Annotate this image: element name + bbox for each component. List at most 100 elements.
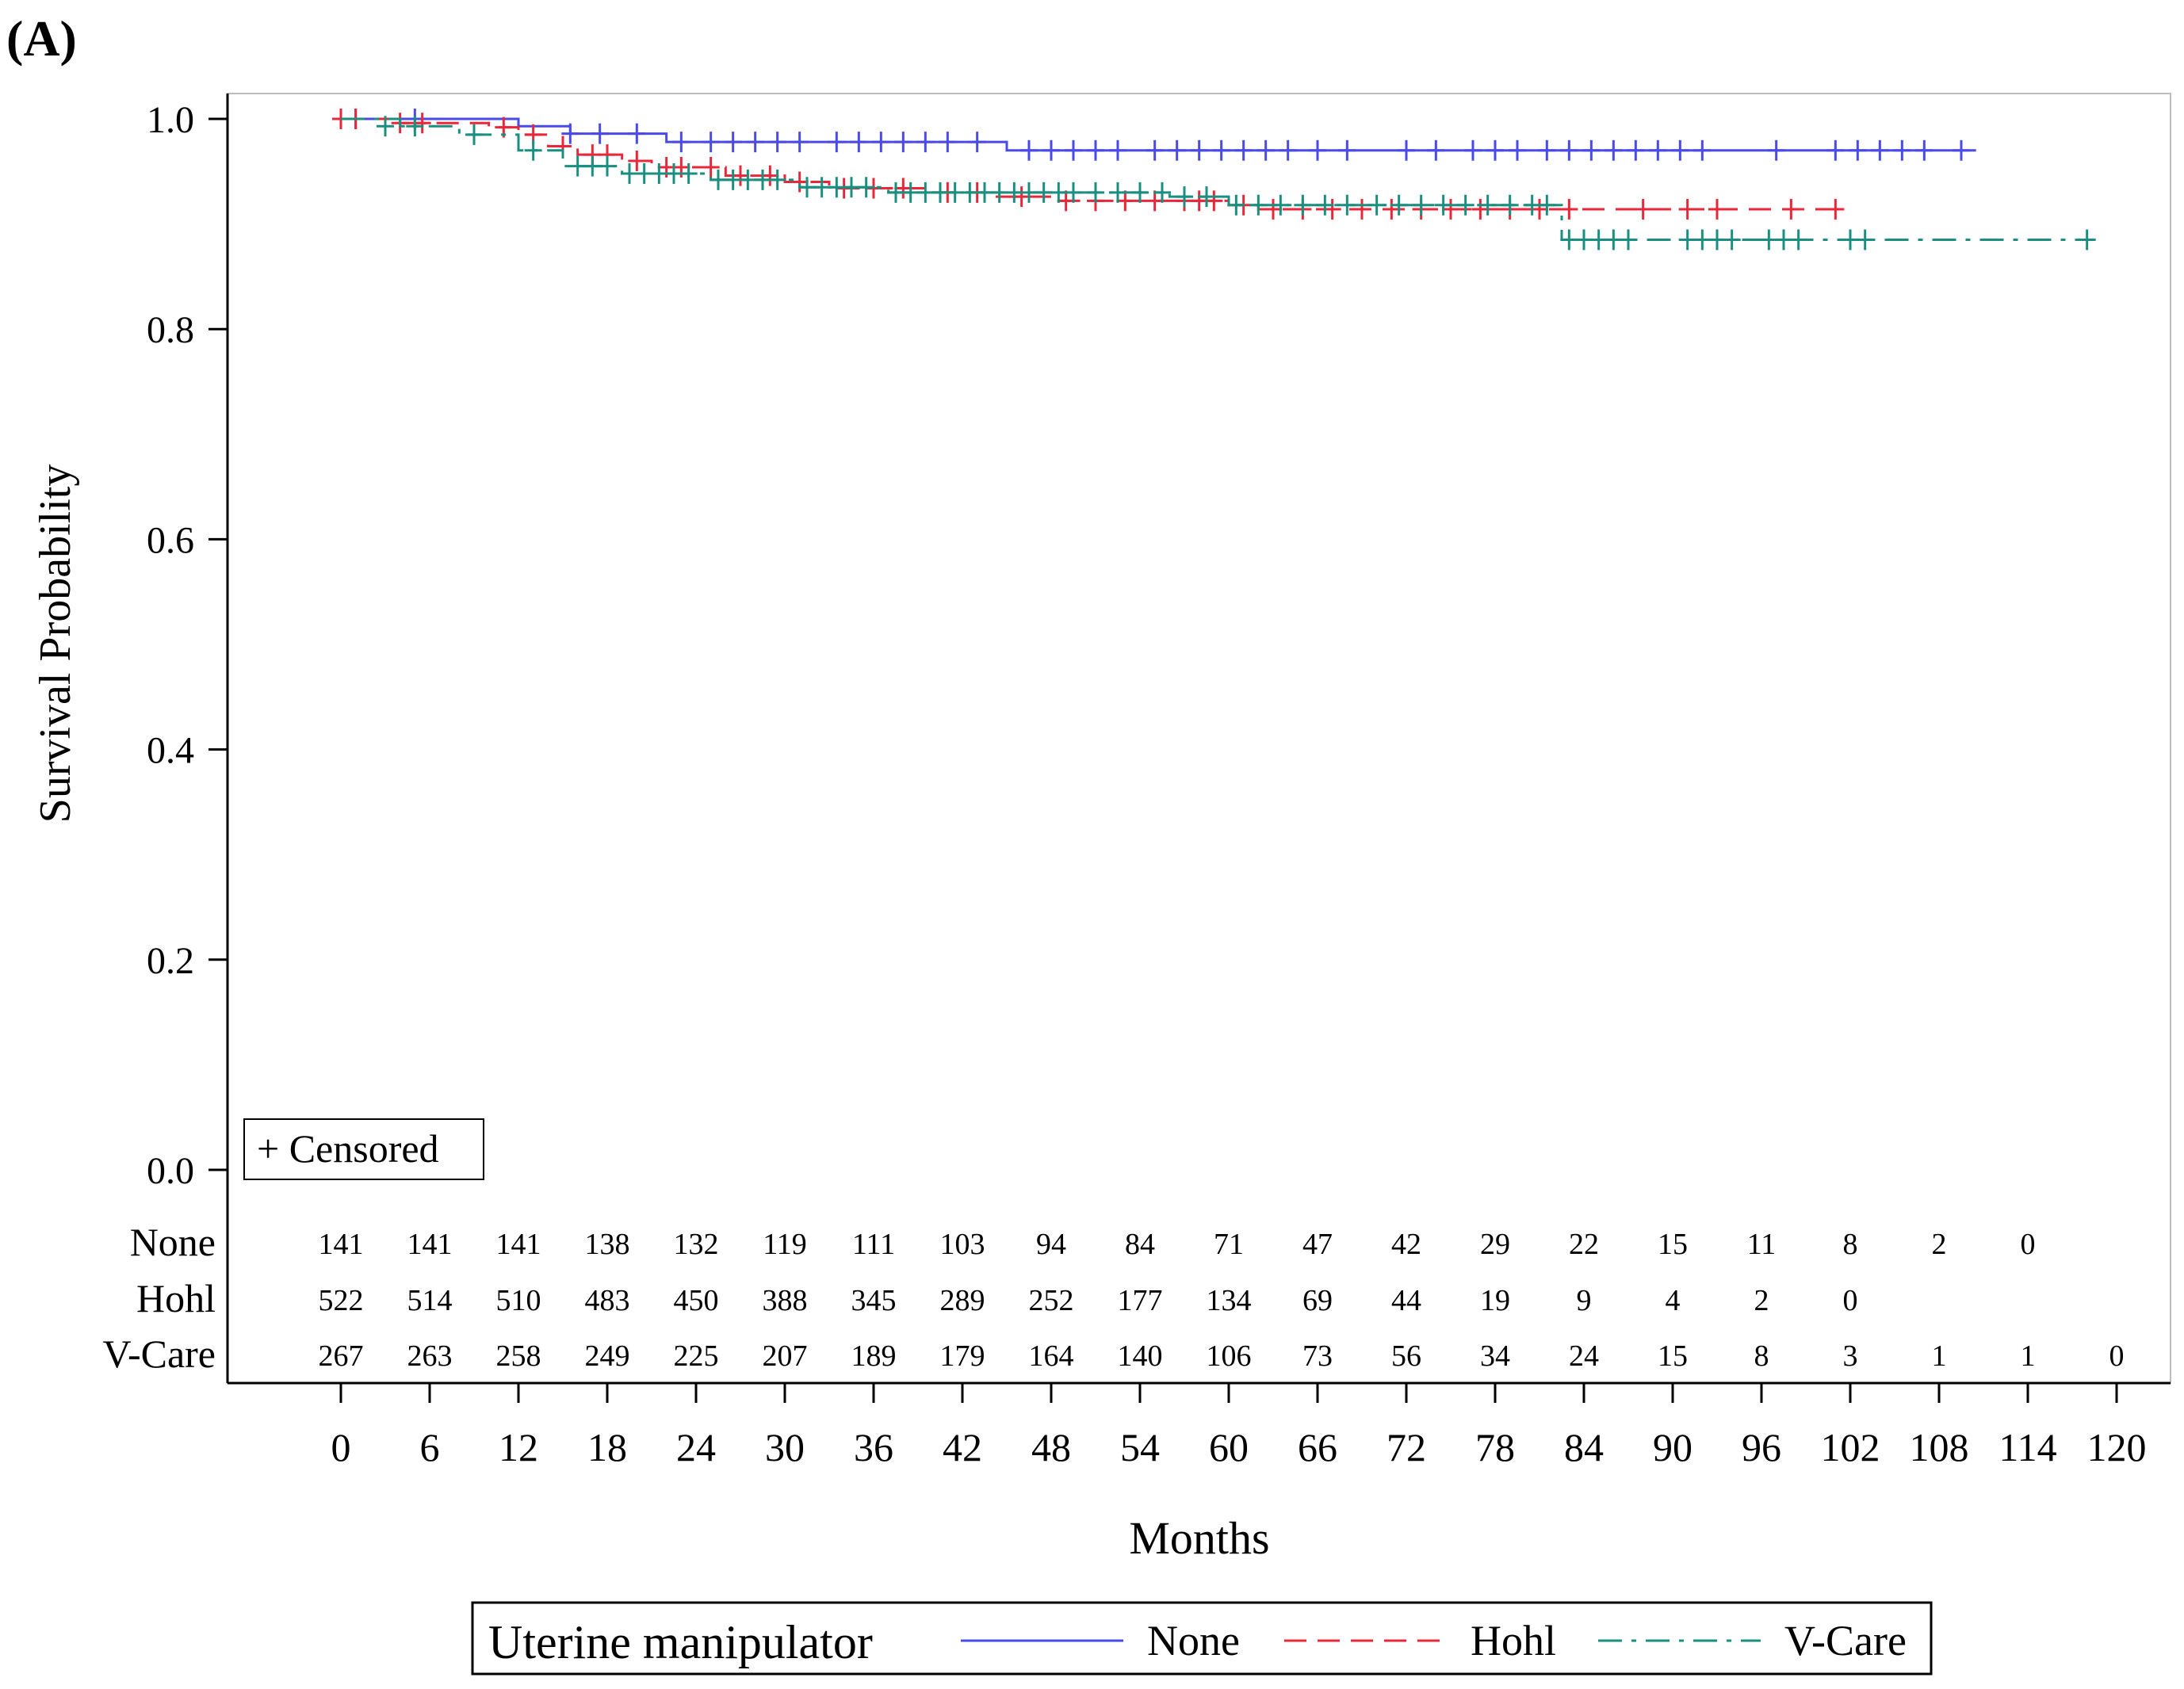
at-risk-count: 252 bbox=[1029, 1284, 1074, 1317]
at-risk-count: 258 bbox=[496, 1339, 541, 1373]
at-risk-count: 103 bbox=[940, 1228, 985, 1261]
censor-mark bbox=[1234, 139, 1253, 161]
at-risk-count: 510 bbox=[496, 1284, 541, 1317]
y-ticks: 0.0 0.2 0.4 0.6 0.8 1.0 bbox=[147, 99, 228, 1192]
censor-mark bbox=[1190, 190, 1208, 212]
censor-mark bbox=[1168, 139, 1186, 161]
x-tick-label: 96 bbox=[1742, 1425, 1781, 1469]
censor-mark bbox=[916, 182, 935, 203]
at-risk-count: 132 bbox=[674, 1228, 719, 1261]
x-tick-label: 120 bbox=[2087, 1425, 2147, 1469]
censor-mark bbox=[1826, 139, 1845, 161]
censor-mark bbox=[1131, 182, 1149, 203]
censor-mark bbox=[1767, 139, 1785, 161]
at-risk-count: 249 bbox=[585, 1339, 630, 1373]
x-tick-label: 114 bbox=[1998, 1425, 2056, 1469]
series-legend: Uterine manipulator None Hohl V-Care bbox=[471, 1601, 1933, 1676]
censor-mark bbox=[1353, 199, 1371, 220]
censor-mark bbox=[1279, 139, 1297, 161]
censor-mark bbox=[702, 156, 720, 178]
censor-mark bbox=[1693, 229, 1712, 250]
censor-mark bbox=[561, 123, 579, 144]
censor-mark bbox=[1050, 182, 1068, 203]
at-risk-count: 450 bbox=[674, 1284, 719, 1317]
at-risk-count: 141 bbox=[319, 1228, 364, 1261]
censor-mark bbox=[1065, 182, 1082, 203]
censor-mark bbox=[746, 132, 764, 153]
censor-mark bbox=[1671, 139, 1689, 161]
at-risk-count: 225 bbox=[674, 1339, 719, 1373]
censor-mark bbox=[377, 116, 394, 137]
censor-mark bbox=[1249, 194, 1268, 216]
at-risk-count: 0 bbox=[2109, 1339, 2125, 1373]
censor-mark bbox=[1605, 139, 1623, 161]
at-risk-count: 207 bbox=[763, 1339, 808, 1373]
censor-mark bbox=[1198, 186, 1215, 208]
censor-mark bbox=[939, 132, 957, 153]
at-risk-count: 106 bbox=[1207, 1339, 1252, 1373]
at-risk-count: 24 bbox=[1569, 1339, 1599, 1373]
at-risk-count: 522 bbox=[319, 1284, 364, 1317]
censor-mark bbox=[1116, 190, 1134, 212]
censor-mark bbox=[1338, 194, 1356, 216]
censor-mark bbox=[1427, 139, 1445, 161]
censor-mark bbox=[1227, 194, 1245, 216]
y-tick-label: 0.4 bbox=[147, 730, 194, 772]
at-risk-count: 84 bbox=[1125, 1228, 1155, 1261]
censor-mark bbox=[1627, 139, 1645, 161]
x-tick-label: 72 bbox=[1387, 1425, 1426, 1469]
x-tick-label: 42 bbox=[943, 1425, 982, 1469]
censor-mark bbox=[798, 177, 816, 198]
censor-mark bbox=[1309, 139, 1326, 161]
censor-mark bbox=[887, 182, 905, 203]
censor-mark bbox=[1708, 229, 1726, 250]
censor-mark bbox=[894, 132, 912, 153]
censor-mark bbox=[1109, 139, 1126, 161]
censor-mark bbox=[1294, 194, 1312, 216]
censor-mark bbox=[961, 182, 979, 203]
y-axis-title: Survival Probability bbox=[31, 464, 80, 823]
y-tick-label: 0.0 bbox=[147, 1150, 194, 1192]
censor-mark bbox=[1005, 182, 1023, 203]
censor-mark bbox=[1020, 139, 1038, 161]
at-risk-count: 388 bbox=[763, 1284, 808, 1317]
censor-mark bbox=[628, 123, 646, 144]
censor-mark bbox=[524, 139, 542, 161]
censor-mark bbox=[724, 132, 742, 153]
x-tick-label: 54 bbox=[1120, 1425, 1160, 1469]
at-risk-count: 8 bbox=[1843, 1228, 1858, 1261]
at-risk-group-label: None bbox=[130, 1220, 216, 1264]
at-risk-count: 514 bbox=[407, 1284, 453, 1317]
censor-mark bbox=[916, 132, 935, 153]
censor-mark bbox=[1634, 199, 1652, 220]
censor-mark bbox=[1849, 139, 1867, 161]
x-tick-label: 24 bbox=[676, 1425, 716, 1469]
at-risk-count: 22 bbox=[1569, 1228, 1599, 1261]
censor-mark bbox=[406, 116, 424, 137]
censor-mark bbox=[1190, 139, 1208, 161]
censor-mark bbox=[724, 169, 742, 190]
x-tick-label: 78 bbox=[1475, 1425, 1515, 1469]
censor-mark bbox=[790, 171, 809, 193]
censor-mark bbox=[901, 182, 920, 203]
censor-mark bbox=[1782, 199, 1800, 220]
censor-mark bbox=[1893, 139, 1911, 161]
censor-mark bbox=[1323, 199, 1341, 220]
censor-mark bbox=[732, 165, 749, 186]
legend-entries: None Hohl V-Care bbox=[961, 1617, 1907, 1664]
censor-mark bbox=[813, 177, 831, 198]
censor-mark bbox=[1575, 229, 1593, 250]
censor-mark bbox=[1486, 139, 1504, 161]
at-risk-count: 34 bbox=[1480, 1339, 1510, 1373]
censor-mark bbox=[1560, 199, 1578, 220]
at-risk-count: 134 bbox=[1207, 1284, 1252, 1317]
censor-mark bbox=[1383, 199, 1401, 220]
x-tick-label: 102 bbox=[1821, 1425, 1880, 1469]
censor-mark bbox=[465, 124, 483, 145]
at-risk-count: 2 bbox=[1754, 1284, 1769, 1317]
at-risk-count: 56 bbox=[1391, 1339, 1421, 1373]
censor-mark bbox=[931, 182, 949, 203]
censor-mark bbox=[1789, 229, 1807, 250]
censor-mark bbox=[1412, 194, 1430, 216]
